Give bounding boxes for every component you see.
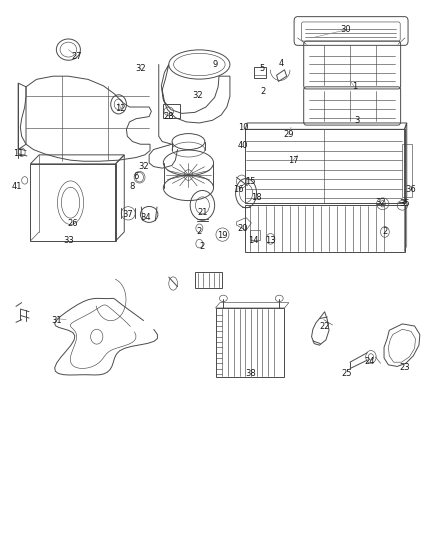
- Text: 20: 20: [238, 224, 248, 233]
- Text: 12: 12: [116, 103, 126, 112]
- Text: 5: 5: [259, 64, 265, 73]
- Text: 13: 13: [265, 237, 276, 246]
- Text: 17: 17: [288, 156, 299, 165]
- Text: 36: 36: [405, 185, 416, 194]
- Text: 22: 22: [319, 321, 330, 330]
- Text: 6: 6: [133, 172, 139, 181]
- Text: 14: 14: [248, 237, 258, 246]
- Text: 28: 28: [163, 112, 174, 121]
- Text: 25: 25: [342, 369, 352, 378]
- Text: 32: 32: [135, 64, 146, 72]
- Text: 9: 9: [212, 60, 217, 69]
- Text: 15: 15: [245, 177, 256, 186]
- Text: 2: 2: [199, 242, 204, 251]
- Text: 29: 29: [284, 130, 294, 139]
- Text: 27: 27: [72, 52, 82, 61]
- Bar: [251, 230, 260, 240]
- Text: 33: 33: [63, 237, 74, 246]
- Text: 23: 23: [399, 363, 410, 372]
- Text: 16: 16: [233, 185, 244, 194]
- Text: 41: 41: [12, 182, 22, 191]
- Text: 10: 10: [238, 123, 249, 132]
- Text: 32: 32: [193, 91, 203, 100]
- Text: 32: 32: [375, 198, 386, 207]
- Bar: [163, 104, 180, 118]
- Text: 4: 4: [279, 59, 284, 68]
- Bar: [403, 144, 412, 197]
- Text: 19: 19: [217, 231, 228, 240]
- Text: 3: 3: [354, 116, 359, 125]
- Text: 26: 26: [67, 220, 78, 229]
- Bar: [30, 164, 116, 241]
- Bar: [215, 308, 285, 377]
- Text: 8: 8: [129, 182, 134, 191]
- Text: 37: 37: [122, 210, 133, 219]
- Text: 18: 18: [251, 193, 261, 202]
- Text: 21: 21: [197, 208, 208, 217]
- Text: 2: 2: [260, 86, 265, 95]
- Bar: [245, 130, 405, 203]
- Text: 32: 32: [138, 162, 149, 171]
- Text: 34: 34: [140, 213, 151, 222]
- Bar: [245, 205, 405, 252]
- Text: 1: 1: [352, 82, 357, 91]
- Bar: [254, 67, 266, 78]
- Bar: [195, 272, 222, 288]
- Text: 24: 24: [364, 357, 375, 366]
- Text: 40: 40: [237, 141, 248, 150]
- Text: 30: 30: [340, 26, 351, 35]
- Text: 35: 35: [399, 199, 410, 208]
- Text: 2: 2: [382, 228, 388, 237]
- Text: 31: 31: [51, 316, 62, 325]
- Text: 38: 38: [245, 369, 256, 378]
- Text: 2: 2: [197, 228, 202, 237]
- Text: 11: 11: [13, 149, 23, 158]
